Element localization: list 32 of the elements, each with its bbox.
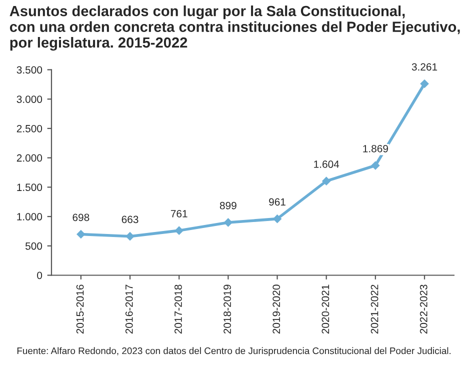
y-tick-label: 3.500: [16, 66, 42, 74]
x-tick-label: 2021-2022: [370, 284, 378, 334]
data-label: 3.261: [412, 63, 438, 71]
y-tick-label: 1.500: [17, 184, 42, 192]
point: [272, 214, 282, 224]
y-tick-label: 2.000: [16, 154, 42, 162]
chart-title: Asuntos declarados con lugar por la Sala Constitucional, con una orden concreta contra instituciones del Poder Ejecutivo, por legislatura. 2015-2022: [10, 6, 460, 51]
y-tick-label: 3.000: [16, 96, 42, 103]
point: [420, 79, 429, 88]
y-tick-label: 0: [37, 272, 42, 280]
point: [126, 232, 134, 241]
point: [174, 226, 184, 235]
y-tick-label: 1.000: [17, 213, 42, 220]
y-tick-label: 500: [25, 242, 42, 250]
data-label: 1.869: [363, 144, 388, 152]
x-tick-label: 2018-2019: [224, 284, 231, 334]
source-note: Fuente: Alfaro Redondo, 2023 con datos del Centro de Jurisprudencia Constitucional del Poder Judicial.: [17, 347, 451, 356]
y-tick-label: 2.500: [16, 124, 42, 132]
x-tick-label: 2016-2017: [125, 284, 133, 334]
x-tick-label: 2017-2018: [174, 284, 182, 334]
point: [322, 176, 331, 186]
x-tick-label: 2015-2016: [76, 284, 84, 334]
data-label: 899: [220, 202, 236, 210]
x-tick-label: 2019-2020: [272, 284, 280, 334]
data-label: 761: [170, 210, 188, 218]
data-label: 1.604: [314, 160, 340, 168]
data-label: 663: [122, 216, 138, 224]
data-label: 961: [269, 198, 286, 206]
x-tick-label: 2020-2021: [322, 284, 330, 334]
data-label: 698: [72, 214, 90, 222]
point: [371, 161, 380, 170]
x-tick-label: 2022-2023: [420, 284, 428, 334]
